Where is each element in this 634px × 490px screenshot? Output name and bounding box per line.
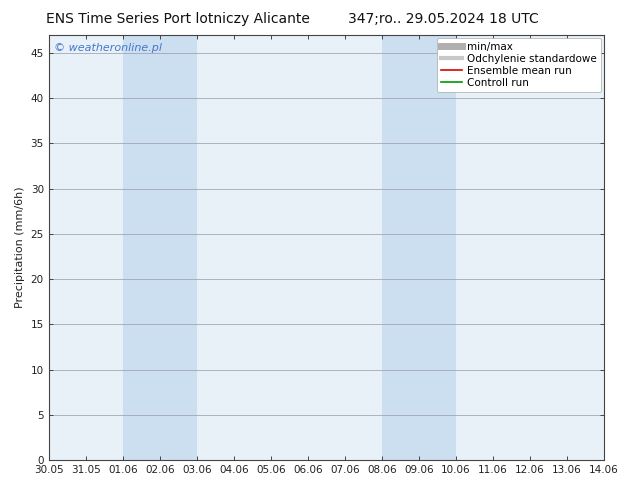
Text: ENS Time Series Port lotniczy Alicante: ENS Time Series Port lotniczy Alicante bbox=[46, 12, 309, 26]
Bar bbox=[123, 35, 197, 460]
Legend: min/max, Odchylenie standardowe, Ensemble mean run, Controll run: min/max, Odchylenie standardowe, Ensembl… bbox=[437, 38, 601, 92]
Y-axis label: Precipitation (mm/6h): Precipitation (mm/6h) bbox=[15, 187, 25, 308]
Text: © weatheronline.pl: © weatheronline.pl bbox=[55, 43, 162, 53]
Text: 347;ro.. 29.05.2024 18 UTC: 347;ro.. 29.05.2024 18 UTC bbox=[349, 12, 539, 26]
Bar bbox=[382, 35, 456, 460]
